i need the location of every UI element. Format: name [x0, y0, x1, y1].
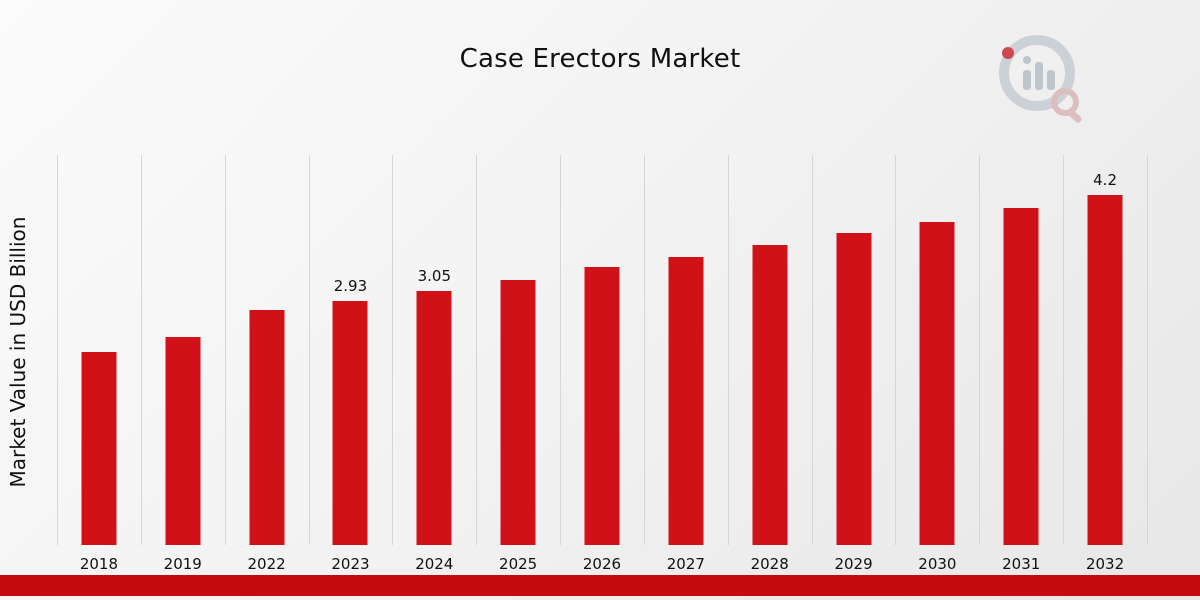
x-tick-label: 2026	[582, 555, 622, 573]
bar	[668, 257, 704, 545]
bar	[332, 301, 368, 545]
vertical-gridline	[979, 155, 981, 545]
page-title: Case Erectors Market	[459, 44, 741, 74]
x-tick-label: 2019	[163, 555, 202, 573]
y-axis-label: Market Value in USD Billion	[6, 216, 30, 488]
brand-logo	[985, 28, 1095, 128]
vertical-gridline	[560, 155, 562, 545]
vertical-gridline	[643, 155, 645, 545]
bar-column: 2.93 2023	[309, 155, 393, 573]
bar-column: 2030	[895, 155, 979, 573]
x-tick-label: 2032	[1085, 555, 1125, 573]
bar-column: 2018	[57, 155, 141, 573]
bar	[81, 352, 117, 545]
logo-bar-icon	[1023, 70, 1031, 90]
vertical-gridline	[1147, 155, 1148, 545]
bar-column: 4.2 2032	[1063, 155, 1147, 573]
plot-area: 2018 2019 2022 2.93 2023 3.05 2024 2025 2026 2027…	[57, 155, 1148, 573]
bar-column: 2019	[141, 155, 225, 573]
bar-column: 2029	[812, 155, 896, 573]
vertical-gridline	[308, 155, 310, 545]
bar-column: 2022	[225, 155, 309, 573]
bar	[249, 310, 285, 545]
bar	[584, 267, 620, 545]
vertical-gridline	[811, 155, 813, 545]
vertical-gridline	[140, 155, 142, 545]
magnifier-ring-icon	[999, 35, 1075, 111]
vertical-gridline	[392, 155, 394, 545]
bar-value-label: 2.93	[333, 277, 368, 295]
bar	[1003, 208, 1039, 545]
bar-column: 2031	[979, 155, 1063, 573]
bar	[500, 280, 536, 545]
logo-dot-icon	[1023, 56, 1031, 64]
logo-red-dot-icon	[1002, 47, 1014, 59]
bar	[416, 291, 452, 545]
magnifier-handle-icon	[1067, 109, 1082, 123]
bar-column: 2026	[560, 155, 644, 573]
bar	[836, 233, 872, 545]
x-tick-label: 2018	[79, 555, 119, 573]
bar-column: 3.05 2024	[392, 155, 476, 573]
bar-column: 2028	[728, 155, 812, 573]
x-tick-label: 2022	[247, 555, 286, 573]
small-magnifier-icon	[1051, 88, 1079, 116]
x-tick-label: 2024	[415, 555, 454, 573]
bar	[165, 337, 201, 545]
bar-column: 2027	[644, 155, 728, 573]
logo-bar-icon	[1035, 62, 1043, 90]
footer-ribbon	[0, 575, 1200, 596]
vertical-gridline	[895, 155, 897, 545]
x-tick-label: 2031	[1002, 555, 1041, 573]
x-tick-label: 2029	[834, 555, 873, 573]
vertical-gridline	[1063, 155, 1065, 545]
vertical-gridline	[224, 155, 226, 545]
vertical-gridline	[57, 155, 58, 545]
bar-value-label: 3.05	[417, 267, 451, 285]
vertical-gridline	[727, 155, 729, 545]
bar	[752, 245, 788, 545]
bar-column: 2025	[476, 155, 560, 573]
x-tick-label: 2025	[499, 555, 538, 573]
bar-value-label: 4.2	[1093, 171, 1117, 189]
bar	[1087, 195, 1123, 545]
magnifier-barchart-logo-icon	[999, 35, 1082, 123]
logo-bar-icon	[1047, 70, 1055, 90]
x-tick-label: 2028	[750, 555, 789, 573]
vertical-gridline	[476, 155, 478, 545]
x-tick-label: 2023	[331, 555, 370, 573]
x-tick-label: 2030	[918, 555, 957, 573]
x-tick-label: 2027	[666, 555, 705, 573]
bar	[919, 222, 955, 545]
